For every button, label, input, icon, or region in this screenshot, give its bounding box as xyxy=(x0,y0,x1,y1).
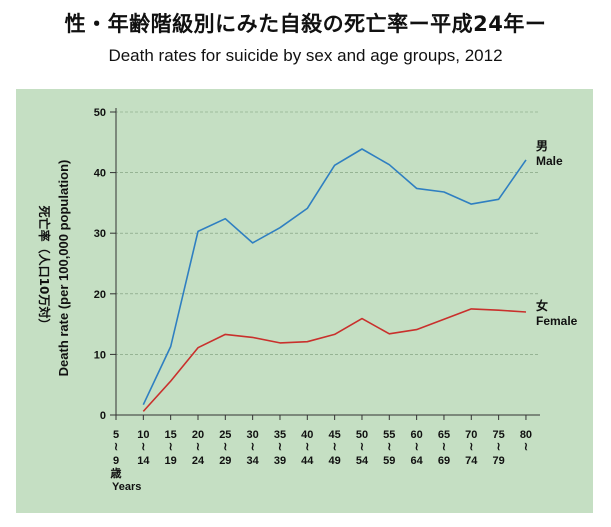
x-tick-label: 64 xyxy=(411,455,424,467)
x-tick-label: 14 xyxy=(137,455,150,467)
x-tick-label: 15 xyxy=(165,429,177,441)
x-tick-tilde: ≀ xyxy=(524,441,528,453)
x-tick-tilde: ≀ xyxy=(114,441,118,453)
x-tick-tilde: ≀ xyxy=(251,441,255,453)
y-tick-label: 20 xyxy=(94,289,106,301)
y-tick-label: 30 xyxy=(94,228,106,240)
chart-panel xyxy=(16,89,593,513)
x-tick-label: 19 xyxy=(165,455,177,467)
x-tick-tilde: ≀ xyxy=(141,441,145,453)
x-unit-label: Years xyxy=(112,481,141,493)
series-line-male xyxy=(142,148,527,406)
x-tick-label: 54 xyxy=(356,455,369,467)
x-tick-label: 9 xyxy=(113,455,119,467)
x-tick-tilde: ≀ xyxy=(278,441,282,453)
x-tick-label: 55 xyxy=(383,429,395,441)
x-tick-tilde: ≀ xyxy=(223,441,227,453)
x-tick-label: 40 xyxy=(301,429,313,441)
x-tick-tilde: ≀ xyxy=(333,441,337,453)
x-tick-label: 65 xyxy=(438,429,450,441)
x-tick-label: 70 xyxy=(465,429,477,441)
y-tick-labels: 0 10 20 30 40 50 xyxy=(94,107,106,422)
x-tick-label: 34 xyxy=(247,455,260,467)
x-tick-label: 歳 xyxy=(111,466,122,480)
x-tick-label: 25 xyxy=(219,429,231,441)
x-tick-label: 29 xyxy=(219,455,231,467)
series-lines xyxy=(142,148,527,412)
x-tick-label: 5 xyxy=(113,429,119,441)
y-axis-label-jp: 死亡率（人口10万対） xyxy=(37,206,52,331)
x-tick-label: 39 xyxy=(274,455,286,467)
x-tick-label: 79 xyxy=(492,455,504,467)
x-tick-tilde: ≀ xyxy=(469,441,473,453)
x-tick-label: 44 xyxy=(301,455,314,467)
x-tick-tilde: ≀ xyxy=(196,441,200,453)
y-axis-label-en: Death rate (per 100,000 population) xyxy=(56,160,71,377)
y-axis-labels: Death rate (per 100,000 population) 死亡率（人… xyxy=(37,160,71,377)
x-tick-label: 10 xyxy=(137,429,149,441)
x-tick-label: 60 xyxy=(411,429,423,441)
x-tick-label: 69 xyxy=(438,455,450,467)
legend-label-female: Female xyxy=(536,314,578,328)
x-tick-labels: 5≀9歳Years10≀1415≀1920≀2425≀2930≀3435≀394… xyxy=(111,429,533,493)
x-tick-tilde: ≀ xyxy=(442,441,446,453)
x-tick-label: 24 xyxy=(192,455,205,467)
x-tick-tilde: ≀ xyxy=(360,441,364,453)
series-line-female xyxy=(142,308,527,412)
chart-title-jp: 性・年齢階級別にみた自殺の死亡率ー平成24年ー xyxy=(64,12,547,36)
chart-title-en: Death rates for suicide by sex and age g… xyxy=(108,46,503,65)
y-tick-label: 0 xyxy=(100,410,106,422)
x-tick-label: 74 xyxy=(465,455,478,467)
x-tick-label: 35 xyxy=(274,429,286,441)
x-tick-label: 80 xyxy=(520,429,532,441)
x-tick-label: 30 xyxy=(247,429,259,441)
y-tick-label: 50 xyxy=(94,107,106,119)
y-tick-label: 10 xyxy=(94,349,106,361)
x-tick-label: 59 xyxy=(383,455,395,467)
x-tick-tilde: ≀ xyxy=(387,441,391,453)
x-tick-tilde: ≀ xyxy=(305,441,309,453)
y-tick-label: 40 xyxy=(94,168,106,180)
x-tick-label: 20 xyxy=(192,429,204,441)
legend-label-male: Male xyxy=(536,154,563,168)
x-tick-label: 75 xyxy=(492,429,504,441)
axes xyxy=(110,108,540,420)
legend-label-male-jp: 男 xyxy=(536,139,548,153)
x-tick-label: 50 xyxy=(356,429,368,441)
x-tick-label: 45 xyxy=(329,429,341,441)
x-tick-tilde: ≀ xyxy=(169,441,173,453)
x-tick-label: 49 xyxy=(329,455,341,467)
legend-label-female-jp: 女 xyxy=(536,298,548,313)
x-tick-tilde: ≀ xyxy=(415,441,419,453)
x-tick-tilde: ≀ xyxy=(497,441,501,453)
gridlines xyxy=(110,111,540,355)
